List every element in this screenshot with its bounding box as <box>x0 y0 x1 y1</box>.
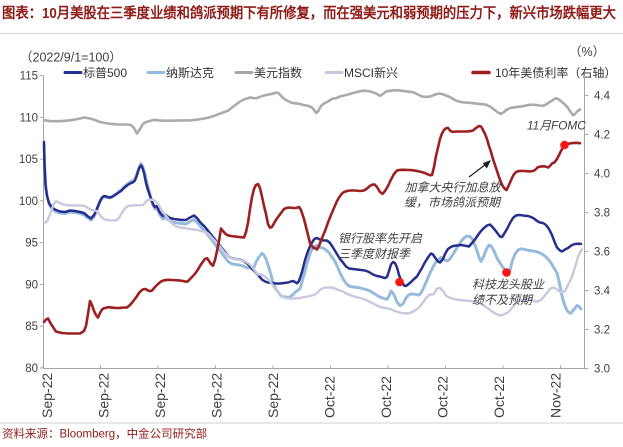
svg-text:10年美债利率（右轴）: 10年美债利率（右轴） <box>495 65 616 80</box>
svg-text:85: 85 <box>25 321 38 333</box>
svg-text:（%）: （%） <box>569 45 605 59</box>
svg-text:绩不及预期: 绩不及预期 <box>472 293 534 307</box>
svg-text:Oct-22: Oct-22 <box>491 376 507 418</box>
svg-text:三季度财报季: 三季度财报季 <box>338 247 412 261</box>
svg-text:Oct-22: Oct-22 <box>322 376 338 418</box>
svg-text:95: 95 <box>25 238 38 250</box>
svg-text:4.4: 4.4 <box>594 91 611 103</box>
svg-text:105: 105 <box>19 154 38 166</box>
svg-text:100: 100 <box>19 196 38 208</box>
svg-text:Sep-22: Sep-22 <box>96 373 112 418</box>
svg-text:80: 80 <box>25 363 38 375</box>
svg-text:科技龙头股业: 科技龙头股业 <box>472 278 545 292</box>
svg-text:110: 110 <box>20 112 38 124</box>
svg-text:90: 90 <box>25 279 38 291</box>
svg-text:4.0: 4.0 <box>594 169 610 181</box>
svg-text:银行股率先开启: 银行股率先开启 <box>338 232 423 246</box>
svg-text:Sep-22: Sep-22 <box>39 373 55 418</box>
svg-text:MSCI新兴: MSCI新兴 <box>344 65 398 80</box>
svg-text:11月FOMC: 11月FOMC <box>527 119 586 133</box>
svg-text:Oct-22: Oct-22 <box>435 376 451 418</box>
svg-text:115: 115 <box>20 71 38 83</box>
svg-text:资料来源：Bloomberg，中金公司研究部: 资料来源：Bloomberg，中金公司研究部 <box>2 427 207 441</box>
svg-text:纳斯达克: 纳斯达克 <box>166 66 214 80</box>
svg-text:3.0: 3.0 <box>594 364 610 376</box>
svg-text:3.4: 3.4 <box>594 286 611 298</box>
svg-text:加拿大央行加息放: 加拿大央行加息放 <box>405 181 503 195</box>
svg-text:标普500: 标普500 <box>83 66 127 80</box>
svg-text:图表：10月美股在三季度业绩和鸽派预期下有所修复，而在强美元: 图表：10月美股在三季度业绩和鸽派预期下有所修复，而在强美元和弱预期的压力下，新… <box>2 4 616 22</box>
svg-text:3.8: 3.8 <box>594 208 610 220</box>
svg-text:Nov-22: Nov-22 <box>548 373 564 418</box>
svg-text:缓，市场鸽派预期: 缓，市场鸽派预期 <box>404 196 502 210</box>
svg-text:3.2: 3.2 <box>594 325 610 337</box>
svg-text:3.6: 3.6 <box>594 247 610 259</box>
svg-text:（2022/9/1=100）: （2022/9/1=100） <box>20 51 122 65</box>
svg-text:美元指数: 美元指数 <box>254 65 302 80</box>
svg-text:Sep-22: Sep-22 <box>152 373 168 418</box>
svg-text:Oct-22: Oct-22 <box>378 376 394 418</box>
svg-text:Sep-22: Sep-22 <box>265 373 281 418</box>
svg-text:Sep-22: Sep-22 <box>209 373 225 418</box>
svg-text:4.2: 4.2 <box>594 130 610 142</box>
